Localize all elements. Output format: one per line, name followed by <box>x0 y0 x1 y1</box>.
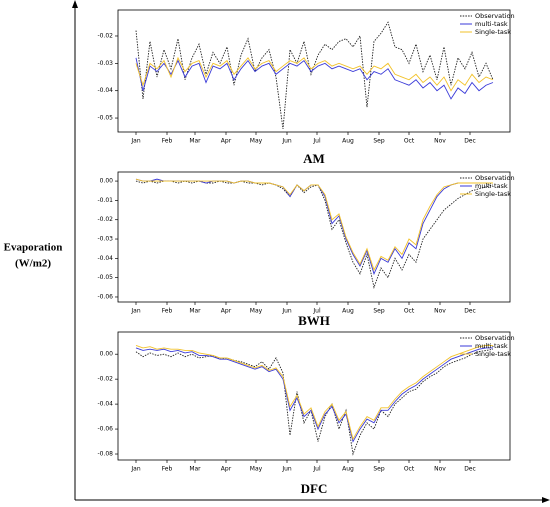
x-tick-label: Feb <box>162 138 173 145</box>
x-tick-label: Aug <box>342 466 354 473</box>
chart-title: AM <box>303 151 325 166</box>
y-tick-label: -0.01 <box>97 197 113 204</box>
x-tick-label: Dec <box>464 466 476 473</box>
x-tick-label: Nov <box>434 308 446 315</box>
series-line <box>135 178 493 276</box>
y-tick-label: -0.02 <box>97 216 113 223</box>
x-tick-label: Apr <box>221 138 232 145</box>
x-tick-label: Feb <box>162 308 173 315</box>
y-tick-label: 0.00 <box>100 178 114 185</box>
plot-frame <box>117 9 511 133</box>
legend-label: Single-task <box>475 28 511 36</box>
x-tick-label: Mar <box>189 138 201 145</box>
y-tick-label: -0.03 <box>97 60 113 67</box>
x-tick-label: Mar <box>189 308 201 315</box>
legend-label: Single-task <box>475 350 511 358</box>
series-line <box>135 345 493 441</box>
series-line <box>135 56 494 92</box>
x-tick-label: Aug <box>342 138 354 145</box>
series-line <box>135 57 494 100</box>
series-line <box>135 180 494 289</box>
y-tick-label: -0.06 <box>97 426 113 433</box>
x-tick-label: Sep <box>373 308 385 315</box>
y-tick-label: -0.06 <box>97 293 113 300</box>
plot-frame <box>117 331 511 461</box>
series-line <box>135 21 494 130</box>
x-tick-label: Apr <box>221 308 232 315</box>
y-tick-label: -0.04 <box>97 87 113 94</box>
x-tick-label: Aug <box>342 308 354 315</box>
x-tick-label: Jan <box>130 308 140 315</box>
y-axis-label: Evaporation <box>4 242 63 254</box>
x-tick-label: May <box>250 466 263 473</box>
y-tick-label: -0.04 <box>97 401 113 408</box>
x-tick-label: Dec <box>464 138 476 145</box>
x-tick-label: Sep <box>373 466 385 473</box>
y-axis-label: (W/m2) <box>15 258 51 270</box>
legend-label: Observation <box>475 174 515 182</box>
x-tick-label: Jul <box>312 138 321 145</box>
y-tick-label: -0.08 <box>97 451 113 458</box>
x-tick-label: Feb <box>162 466 173 473</box>
x-tick-label: Oct <box>404 308 415 315</box>
legend-label: Single-task <box>475 190 511 198</box>
x-tick-label: May <box>250 308 263 315</box>
legend-label: multi-task <box>475 342 508 350</box>
series-line <box>135 348 494 456</box>
x-tick-label: Nov <box>434 138 446 145</box>
y-tick-label: -0.02 <box>97 376 113 383</box>
y-tick-label: -0.05 <box>97 274 113 281</box>
x-tick-label: Nov <box>434 466 446 473</box>
y-tick-label: -0.02 <box>97 32 113 39</box>
x-tick-label: Jul <box>312 466 321 473</box>
y-tick-label: 0.00 <box>100 351 114 358</box>
legend-label: multi-task <box>475 20 508 28</box>
y-tick-label: -0.05 <box>97 115 113 122</box>
x-tick-label: Apr <box>221 466 232 473</box>
series-line <box>135 347 493 443</box>
chart-title: BWH <box>298 313 330 328</box>
x-tick-label: Mar <box>189 466 201 473</box>
plot-frame <box>117 171 511 303</box>
chart-title: DFC <box>301 481 328 496</box>
x-tick-label: Jul <box>312 308 321 315</box>
x-tick-label: Jun <box>281 466 292 473</box>
x-tick-label: Jan <box>130 138 140 145</box>
x-tick-label: Jun <box>281 308 292 315</box>
legend-label: Observation <box>475 334 515 342</box>
x-tick-label: Jun <box>281 138 292 145</box>
y-tick-label: -0.04 <box>97 255 113 262</box>
series-line <box>135 178 493 272</box>
x-tick-label: Sep <box>373 138 385 145</box>
x-tick-label: Jan <box>130 466 140 473</box>
y-tick-label: -0.03 <box>97 236 113 243</box>
x-tick-label: Oct <box>404 466 415 473</box>
legend-label: multi-task <box>475 182 508 190</box>
x-tick-label: Oct <box>404 138 415 145</box>
x-tick-label: Dec <box>464 308 476 315</box>
legend-label: Observation <box>475 12 515 20</box>
x-tick-label: May <box>250 138 263 145</box>
